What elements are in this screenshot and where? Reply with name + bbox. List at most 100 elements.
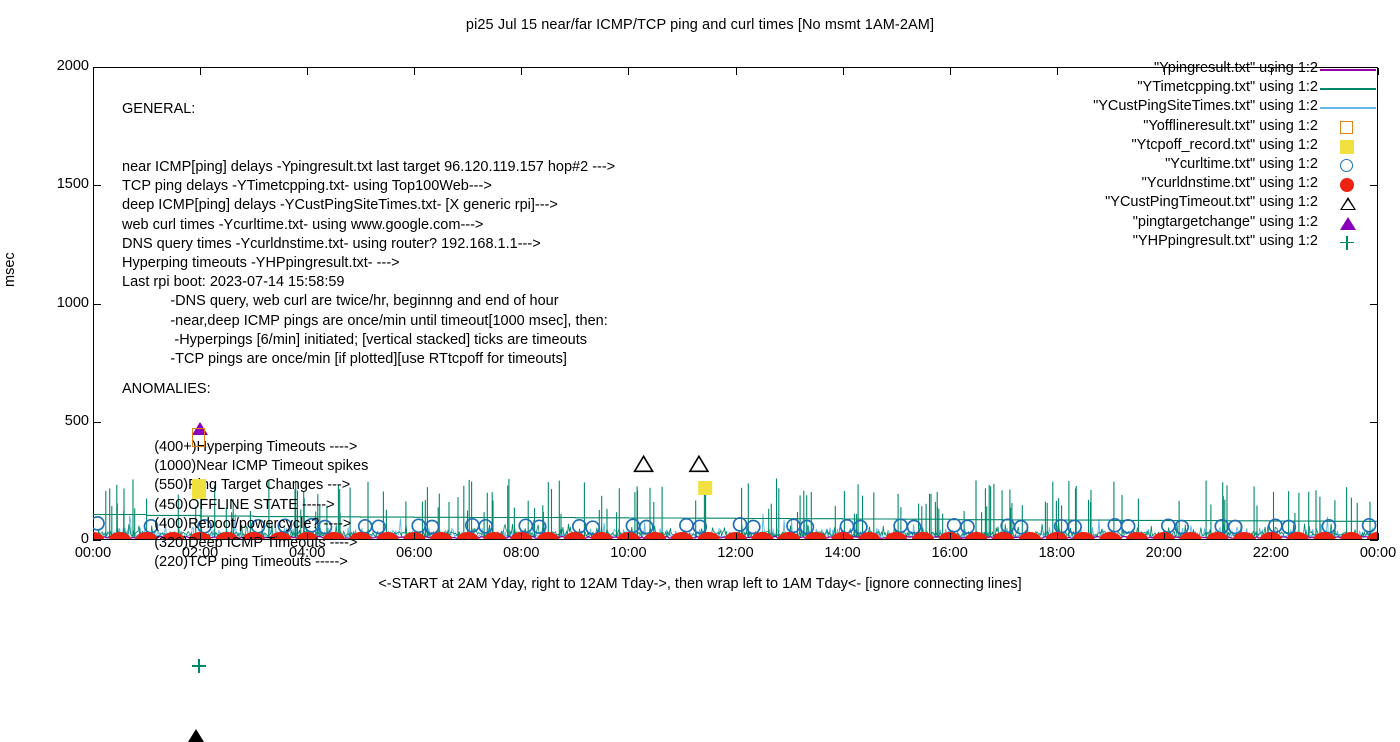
curldnstime-point <box>108 532 131 539</box>
x-tick-mark <box>1163 68 1165 75</box>
curldnstime-point <box>456 532 479 539</box>
x-tick-label: 06:00 <box>396 545 433 561</box>
x-tick-label: 12:00 <box>717 545 754 561</box>
legend-label: "YCustPingTimeout.txt" using 1:2 <box>1105 194 1318 211</box>
curldnstime-point <box>563 532 586 539</box>
anomalies-note-line: (450)OFFLINE STATE -----> <box>122 496 335 513</box>
y-axis-label: msec <box>2 252 18 287</box>
legend-key <box>1318 175 1378 194</box>
legend-line-swatch <box>1320 69 1376 71</box>
legend-label: "Yofflineresult.txt" using 1:2 <box>1143 117 1318 134</box>
x-tick-mark <box>521 533 523 540</box>
hyperping-marker <box>192 659 206 678</box>
legend-label: "Ycurldnstime.txt" using 1:2 <box>1141 175 1318 192</box>
x-tick-mark <box>842 68 844 75</box>
x-tick-label: 08:00 <box>503 545 540 561</box>
legend-ytimetcpping[interactable]: "YTimetcpping.txt" using 1:2 <box>1018 79 1378 98</box>
x-tick-mark <box>414 533 416 540</box>
general-note-line: -DNS query, web curl are twice/hr, begin… <box>122 293 559 310</box>
curldnstime-point <box>697 532 720 539</box>
x-tick-mark <box>307 68 309 75</box>
legend-label: "pingtargetchange" using 1:2 <box>1132 213 1318 230</box>
legend-ypingresult[interactable]: "Ypingresult.txt" using 1:2 <box>1018 60 1378 79</box>
curldnstime-point <box>778 532 800 539</box>
x-tick-label: 10:00 <box>610 545 647 561</box>
curltime-point <box>371 519 386 535</box>
anomalies-note-line: (1000)Near ICMP Timeout spikes <box>122 458 369 475</box>
y-tick-mark <box>1370 540 1378 541</box>
curltime-point <box>1120 518 1136 534</box>
legend-key <box>1318 137 1378 156</box>
curltime-point <box>679 517 694 533</box>
custpingtimeout-marker <box>688 454 710 473</box>
curldnstime-point <box>1259 532 1282 539</box>
curldnstime-point <box>1072 532 1095 539</box>
legend-ycustpingtimeout[interactable]: "YCustPingTimeout.txt" using 1:2 <box>1018 194 1378 213</box>
x-tick-label: 18:00 <box>1038 545 1075 561</box>
legend-key <box>1318 79 1378 98</box>
legend-marker-plus-g <box>1340 235 1354 250</box>
curldnstime-point <box>1099 532 1122 539</box>
x-tick-mark <box>1378 533 1379 540</box>
y-tick-mark <box>1370 303 1378 305</box>
curldnstime-point <box>162 532 185 539</box>
anomalies-note-line: (220)TCP ping Timeouts -----> <box>122 554 348 571</box>
curltime-point <box>1174 519 1190 535</box>
x-axis-caption: <-START at 2AM Yday, right to 12AM Tday-… <box>378 576 1022 592</box>
curldnstime-point <box>644 532 667 539</box>
legend-ycustpingsitetimes[interactable]: "YCustPingSiteTimes.txt" using 1:2 <box>1018 98 1378 117</box>
series-tcpoff-points <box>698 481 713 495</box>
curltime-point <box>960 519 975 535</box>
anomalies-note-line: (400)Reboot/powercycle? ----> <box>122 515 352 532</box>
general-note-line: near ICMP[ping] delays -Ypingresult.txt … <box>122 159 616 175</box>
curltime-point <box>424 519 440 535</box>
curltime-point <box>1214 518 1230 534</box>
y-tick-label: 0 <box>80 531 89 547</box>
plot-canvas <box>93 454 1377 539</box>
x-tick-mark <box>1163 533 1165 540</box>
curldnstime-point <box>992 532 1015 539</box>
x-tick-mark <box>735 533 737 540</box>
curltime-point <box>839 518 855 534</box>
curldnstime-point <box>215 532 238 539</box>
curldnstime-point <box>135 532 158 539</box>
curldnstime-point <box>93 532 104 539</box>
curltime-point <box>531 519 547 535</box>
y-tick-mark <box>1370 67 1378 68</box>
x-tick-mark <box>1378 68 1379 75</box>
legend-yhppingresult[interactable]: "YHPpingresult.txt" using 1:2 <box>1018 233 1378 252</box>
general-note-line: DNS query times -Ycurldnstime.txt- using… <box>122 235 541 252</box>
x-tick-label: 04:00 <box>289 545 326 561</box>
curldnstime-point <box>1152 532 1175 539</box>
x-tick-mark <box>1270 533 1272 540</box>
curldnstime-point <box>1179 532 1202 539</box>
x-tick-mark <box>93 68 94 75</box>
legend-ycurltime[interactable]: "Ycurltime.txt" using 1:2 <box>1018 156 1378 175</box>
legend-ycurldnstime[interactable]: "Ycurldnstime.txt" using 1:2 <box>1018 175 1378 194</box>
curldnstime-point <box>376 532 399 539</box>
legend-key <box>1318 98 1378 117</box>
curltime-point <box>277 518 293 534</box>
curldnstime-point <box>858 532 881 539</box>
curldnstime-point <box>617 532 640 539</box>
plot-frame <box>93 67 1378 540</box>
curltime-point <box>745 519 761 535</box>
anomalies-note-block: ANOMALIES: (400+)Hyperping Timeouts ----… <box>122 342 369 742</box>
x-tick-mark <box>842 533 844 540</box>
legend-marker-dot-red <box>1340 178 1354 193</box>
legend-ytcpoff-record[interactable]: "Ytcpoff_record.txt" using 1:2 <box>1018 137 1378 156</box>
curldnstime-point <box>885 532 908 539</box>
curldnstime-point <box>911 532 934 539</box>
legend-label: "YHPpingresult.txt" using 1:2 <box>1132 232 1318 249</box>
curldnstime-point <box>349 532 372 539</box>
x-tick-mark <box>93 533 94 540</box>
x-tick-mark <box>307 533 309 540</box>
curldnstime-point <box>1340 532 1363 539</box>
legend-yofflineresult[interactable]: "Yofflineresult.txt" using 1:2 <box>1018 118 1378 137</box>
offline-state-marker <box>192 427 205 447</box>
curltime-point <box>638 519 654 535</box>
x-tick-label: 14:00 <box>824 545 861 561</box>
legend-pingtargetchange[interactable]: "pingtargetchange" using 1:2 <box>1018 214 1378 233</box>
curldnstime-point <box>1313 532 1336 539</box>
x-tick-mark <box>735 68 737 75</box>
